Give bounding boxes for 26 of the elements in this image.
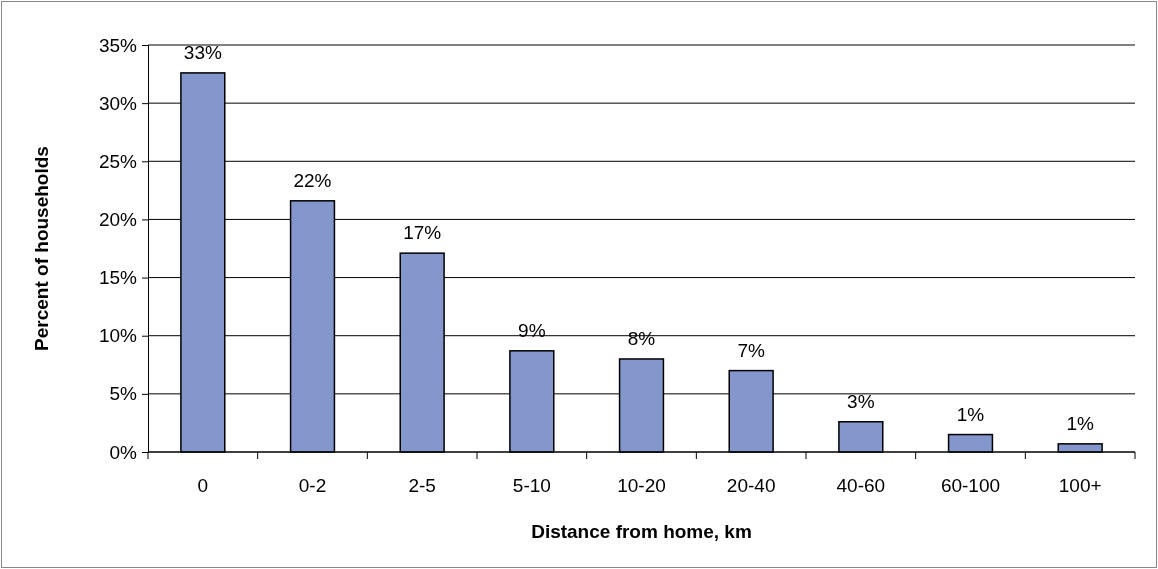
x-tick-label: 5-10 bbox=[512, 475, 551, 496]
data-label: 1% bbox=[1066, 412, 1094, 434]
x-tick-label: 60-100 bbox=[940, 475, 1001, 496]
y-tick-label: 30% bbox=[98, 92, 138, 114]
x-tick-label: 100+ bbox=[1058, 475, 1102, 496]
x-axis-title: Distance from home, km bbox=[531, 521, 752, 542]
y-tick-label: 25% bbox=[98, 150, 138, 172]
y-tick-label: 10% bbox=[98, 325, 138, 347]
x-tick-label: 40-60 bbox=[836, 475, 886, 496]
y-axis-title: Percent of households bbox=[31, 146, 52, 351]
y-tick-label: 0% bbox=[109, 441, 138, 463]
x-tick-label: 0 bbox=[197, 475, 209, 496]
data-label: 17% bbox=[403, 222, 442, 244]
y-tick-label: 5% bbox=[109, 383, 138, 405]
x-tick-label: 2-5 bbox=[408, 475, 436, 496]
x-tick-label: 0-2 bbox=[298, 475, 327, 496]
y-tick-label: 20% bbox=[98, 209, 138, 231]
data-label: 22% bbox=[293, 169, 332, 191]
data-label: 1% bbox=[956, 403, 985, 425]
data-label: 7% bbox=[737, 339, 765, 361]
data-label: 3% bbox=[847, 390, 875, 412]
x-tick-label: 20-40 bbox=[726, 475, 776, 496]
y-tick-label: 15% bbox=[98, 267, 138, 289]
y-tick-label: 35% bbox=[98, 34, 138, 56]
x-tick-label: 10-20 bbox=[617, 475, 666, 496]
data-label: 33% bbox=[183, 41, 222, 63]
